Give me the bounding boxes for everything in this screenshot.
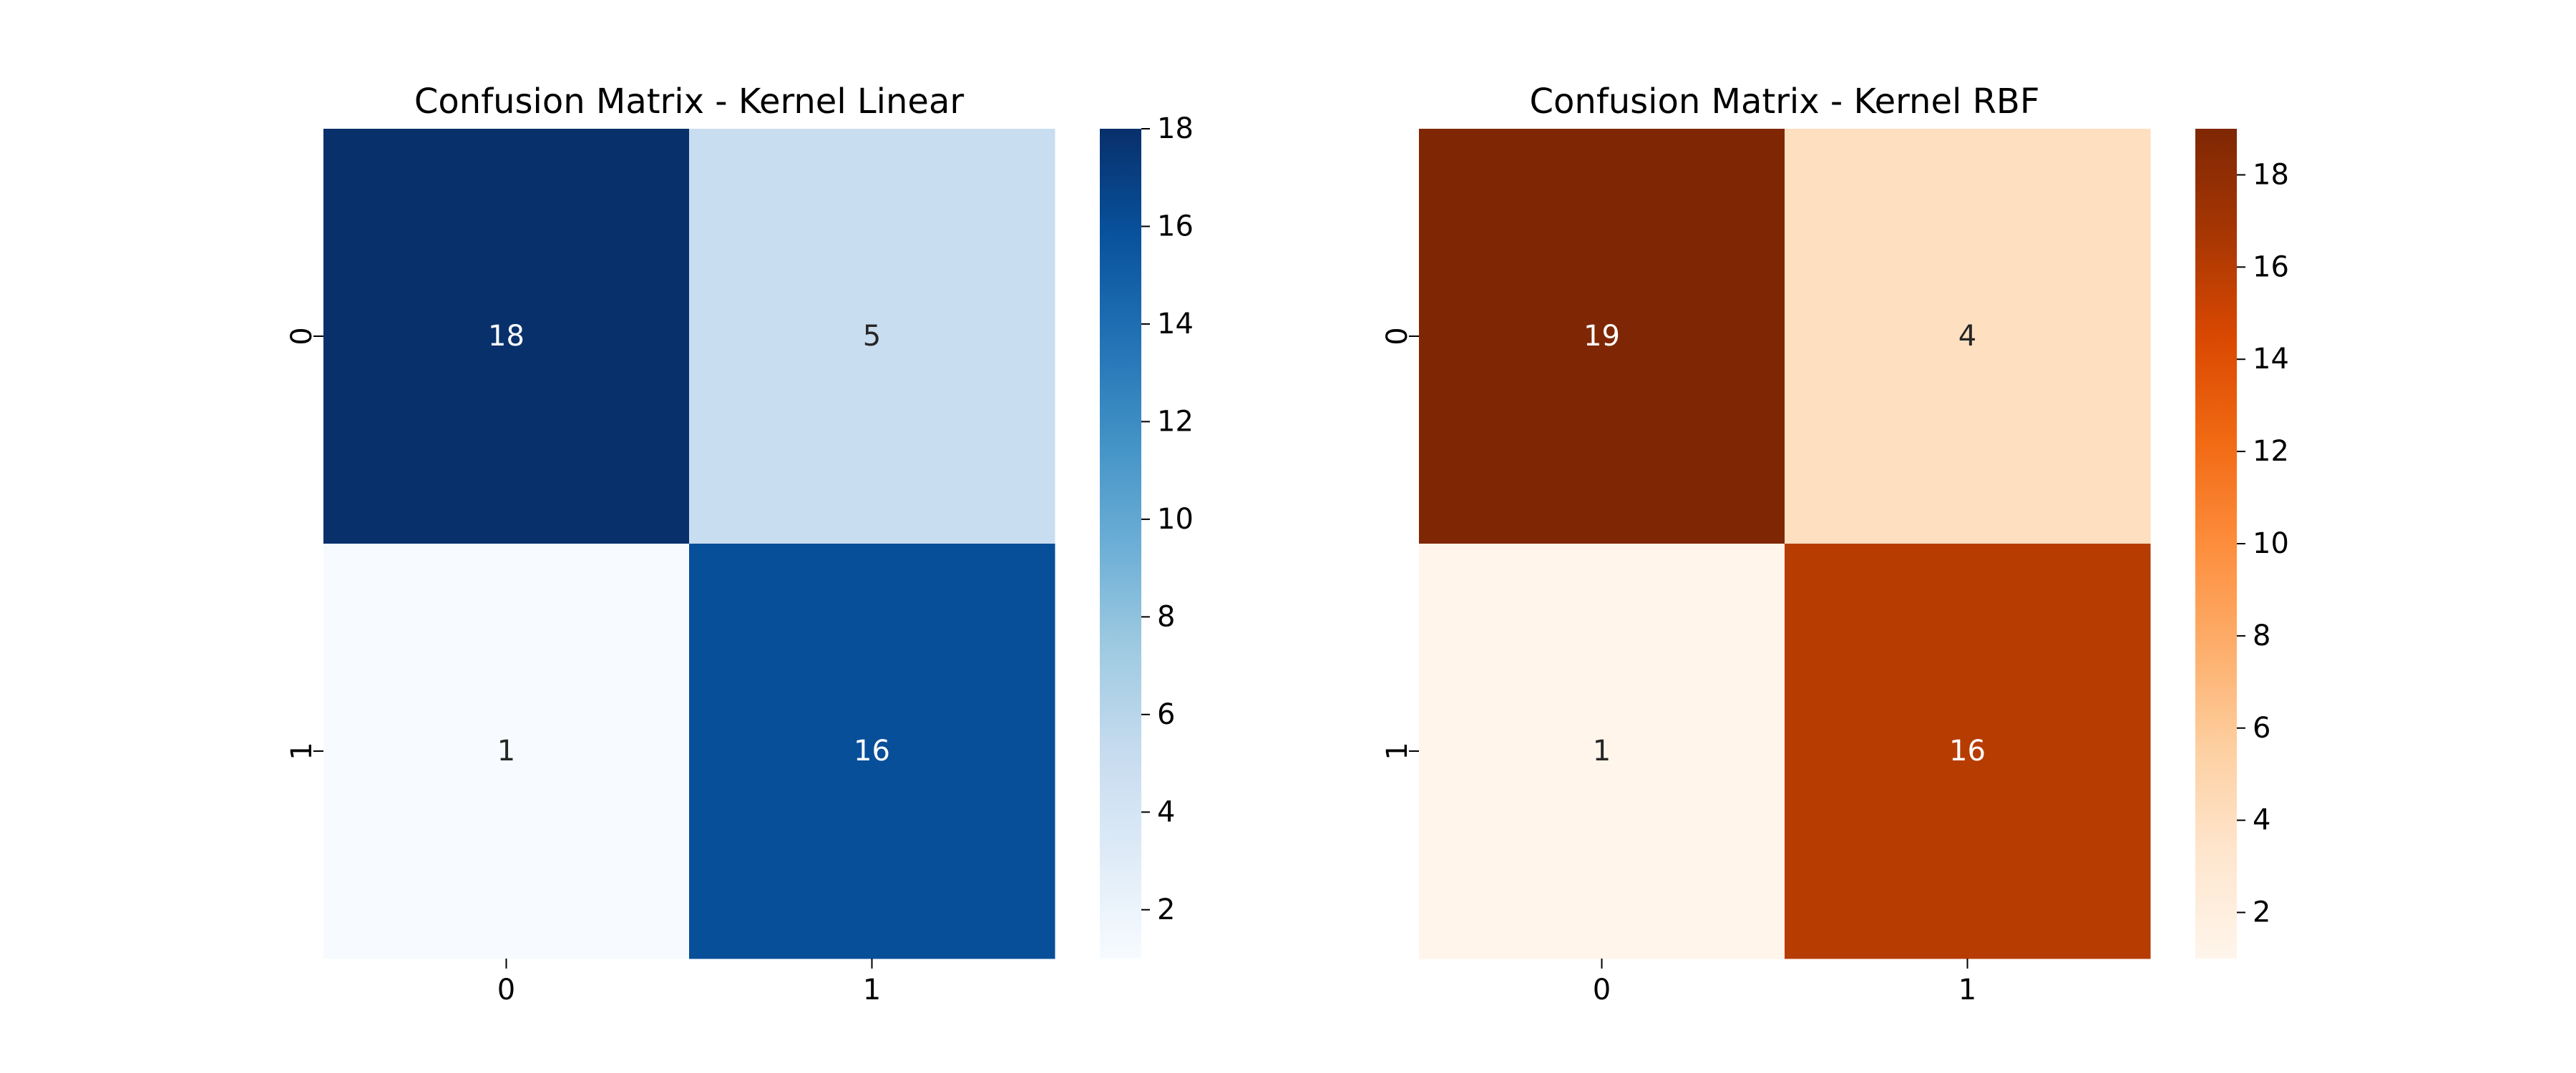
colorbar-tick-label: 2 — [2253, 896, 2270, 929]
cell-value-label: 16 — [1949, 735, 1986, 768]
heatmap-cell — [689, 129, 1055, 544]
colorbar-tick-label: 8 — [2253, 619, 2270, 652]
chart-title: Confusion Matrix - Kernel Linear — [414, 82, 964, 122]
y-tick-label: 1 — [286, 742, 318, 760]
cell-value-label: 5 — [863, 320, 881, 353]
heatmap-cell — [1785, 129, 2151, 544]
colorbar-tick-label: 4 — [1157, 795, 1175, 828]
cell-value-label: 19 — [1584, 320, 1620, 353]
colorbar-tick-label: 6 — [1157, 698, 1175, 731]
cell-value-label: 1 — [1593, 735, 1611, 768]
colorbar — [1100, 129, 1141, 959]
y-tick-label: 1 — [1381, 742, 1414, 760]
colorbar-tick-label: 16 — [2253, 250, 2289, 283]
cell-value-label: 16 — [854, 735, 890, 768]
colorbar-tick-label: 8 — [1157, 600, 1175, 633]
heatmap-cell — [689, 544, 1055, 959]
colorbar-tick-label: 18 — [2253, 158, 2289, 191]
colorbar-tick-label: 10 — [2253, 527, 2289, 560]
x-tick-label: 1 — [863, 974, 881, 1006]
colorbar-tick-label: 4 — [2253, 804, 2270, 837]
colorbar-tick-label: 18 — [1157, 112, 1194, 145]
heatmap-cell — [1785, 544, 2151, 959]
colorbar-tick-label: 12 — [1157, 405, 1194, 438]
cell-value-label: 4 — [1958, 320, 1976, 353]
y-tick-label: 0 — [286, 327, 318, 345]
cell-value-label: 18 — [488, 320, 525, 353]
colorbar — [2195, 129, 2237, 959]
heatmap-cell — [323, 129, 690, 544]
colorbar-tick-label: 14 — [2253, 343, 2289, 376]
cell-value-label: 1 — [497, 735, 515, 768]
colorbar-tick-label: 10 — [1157, 503, 1194, 536]
colorbar-tick-label: 2 — [1157, 893, 1175, 926]
colorbar-tick-label: 14 — [1157, 308, 1194, 340]
colorbar-tick-label: 12 — [2253, 435, 2289, 468]
chart-title: Confusion Matrix - Kernel RBF — [1530, 82, 2040, 122]
colorbar-tick-label: 6 — [2253, 712, 2270, 745]
x-tick-label: 1 — [1958, 974, 1976, 1006]
y-tick-label: 0 — [1381, 327, 1414, 345]
x-tick-label: 0 — [1593, 974, 1611, 1006]
heatmap-cell — [1419, 129, 1785, 544]
heatmap-cell — [323, 544, 690, 959]
x-tick-label: 0 — [497, 974, 515, 1006]
heatmap-cell — [1419, 544, 1785, 959]
colorbar-tick-label: 16 — [1157, 210, 1194, 242]
